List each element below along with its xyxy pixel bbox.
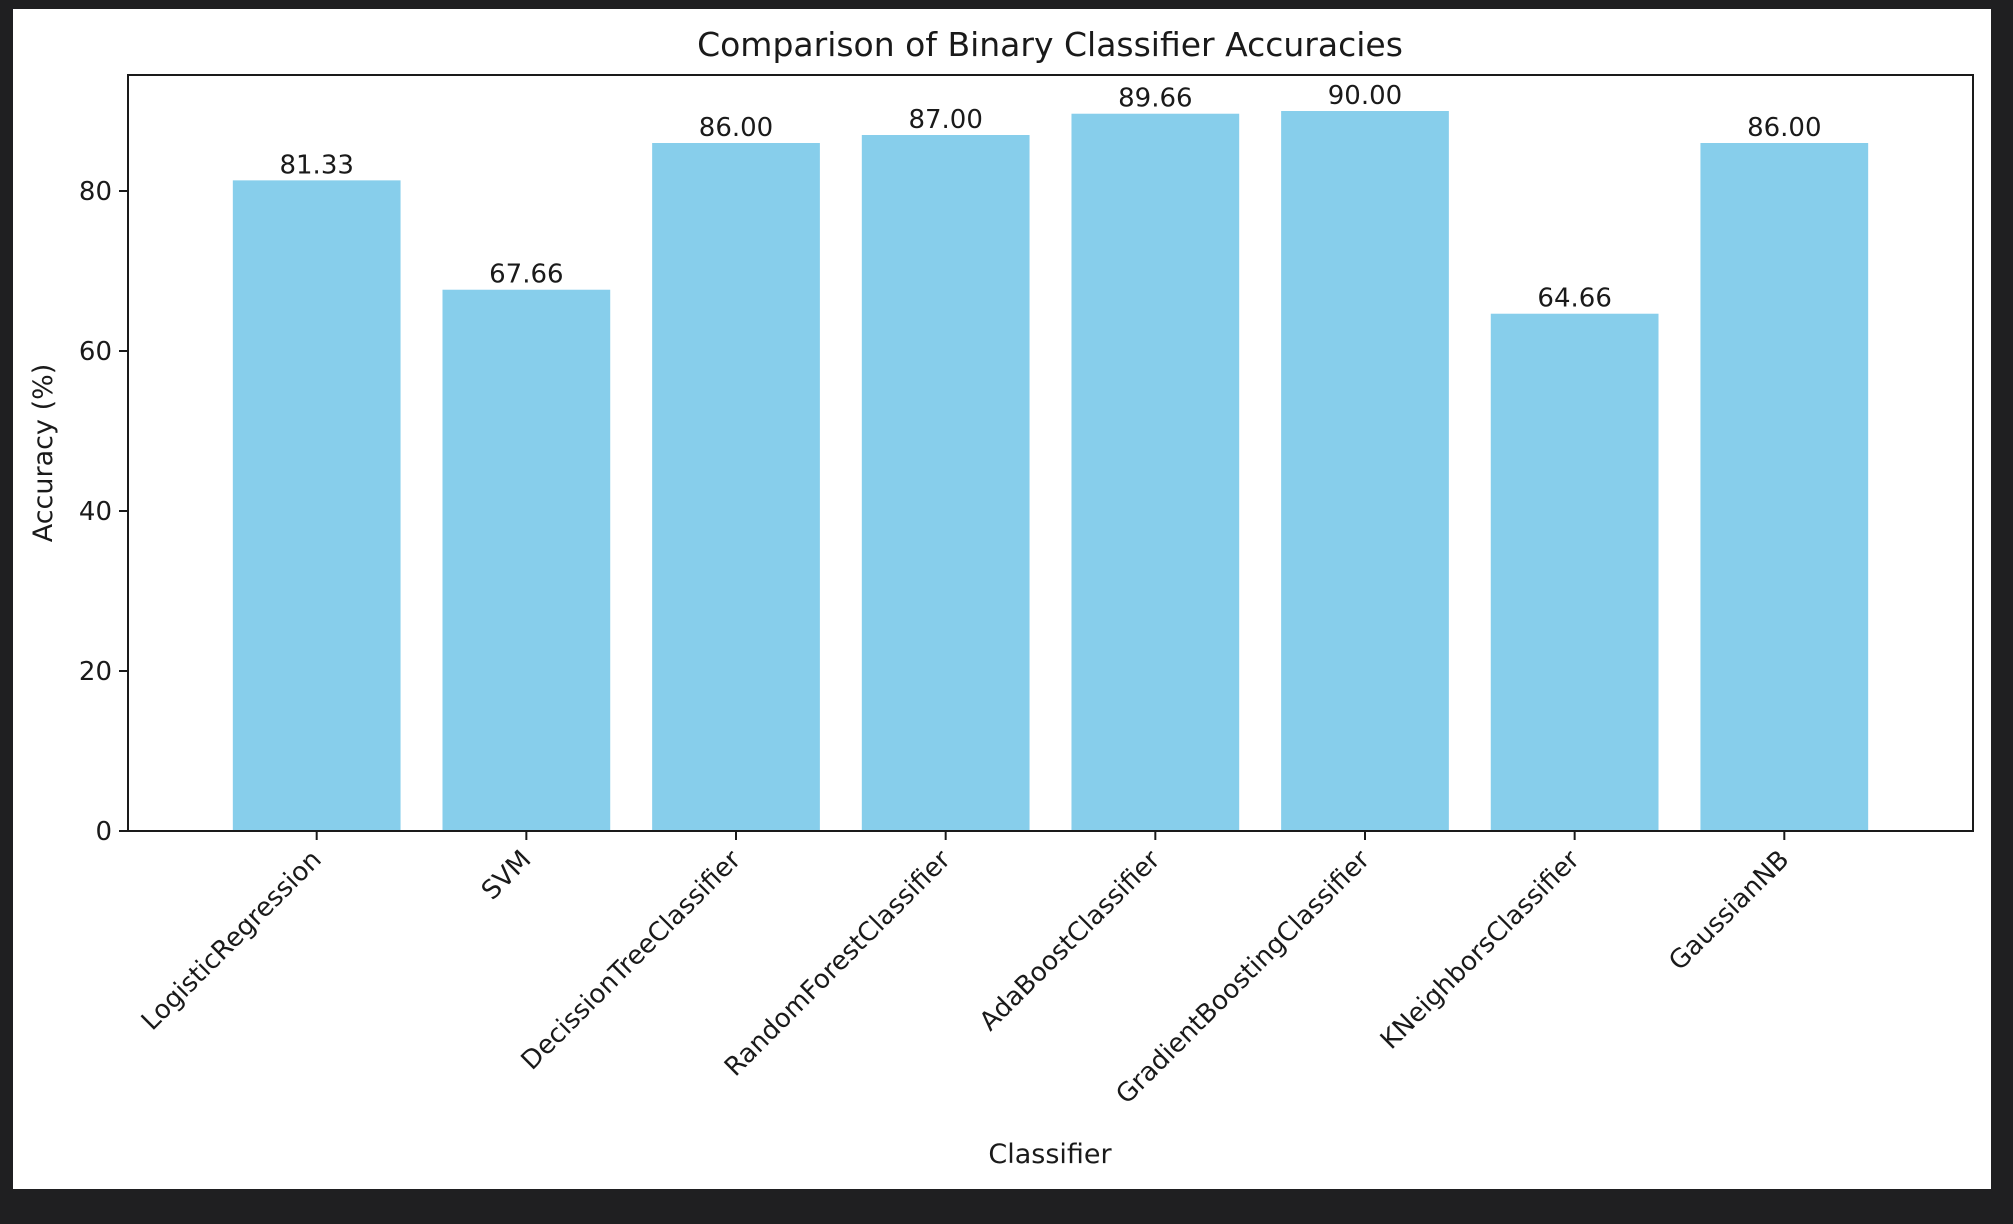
x-tick-label: KNeighborsClassifier [1375,845,1586,1056]
x-tick-label: DecissionTreeClassifier [516,845,748,1077]
bar-value-label: 86.00 [699,113,773,143]
bar-kneighborsclassifier [1490,313,1659,832]
bar-value-label: 89.66 [1118,84,1192,114]
y-axis: 0 20 40 60 80 [79,177,128,847]
x-tick-label: GradientBoostingClassifier [1110,845,1376,1111]
y-tick-label: 20 [79,657,112,687]
x-tick-label: AdaBoostClassifier [974,845,1166,1037]
y-axis-title: Accuracy (%) [28,364,59,543]
plot-area-frame [127,74,1974,832]
bar-decissiontreeclassifier [652,143,820,831]
bar-value-label: 87.00 [908,105,982,135]
bar-adaboostclassifier [1071,113,1240,832]
bar-value-label: 64.66 [1537,284,1611,314]
chart-title: Comparison of Binary Classifier Accuraci… [697,25,1403,64]
y-tick-label: 60 [79,337,112,367]
y-tick-label: 0 [95,817,112,847]
x-axis-title: Classifier [988,1139,1112,1170]
bar-value-label: 67.66 [489,260,563,290]
x-tick-label: RandomForestClassifier [719,845,957,1083]
bar-value-label: 86.00 [1747,113,1821,143]
y-tick-label: 80 [79,177,112,207]
y-tick-label: 40 [79,497,112,527]
bars-layer [232,111,1869,832]
x-tick-label: SVM [476,845,537,906]
bar-svm [442,289,611,832]
value-labels-layer: 81.33 67.66 86.00 87.00 89.66 90.00 64.66 86.00 [279,81,1821,314]
bar-gradientboostingclassifier [1281,111,1449,831]
x-tick-label: GaussianNB [1663,845,1795,977]
bar-randomforestclassifier [861,135,1030,831]
bar-value-label: 81.33 [279,150,353,180]
x-axis: LogisticRegression SVMDecissionTreeClassi… [136,831,1795,1110]
bar-gaussiannb [1700,143,1869,831]
bar-value-label: 90.00 [1328,81,1402,111]
bar-logisticregression [232,180,401,832]
x-tick-label: LogisticRegression [136,845,328,1037]
